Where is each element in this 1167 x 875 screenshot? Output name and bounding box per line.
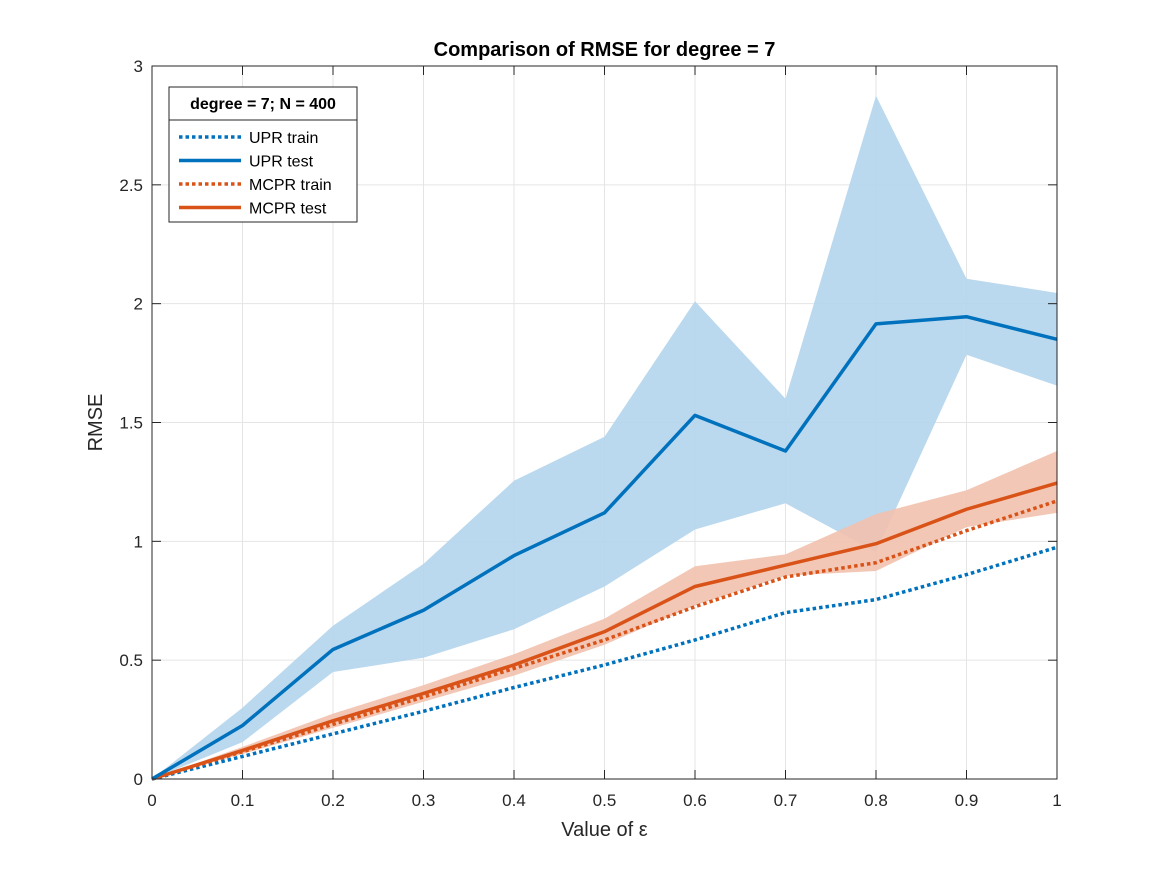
legend-title: degree = 7; N = 400 <box>190 96 336 113</box>
legend-item-label: UPR test <box>249 154 314 171</box>
y-tick-label: 1 <box>134 532 143 551</box>
x-tick-label: 0.7 <box>774 791 798 810</box>
x-tick-label: 0.1 <box>231 791 255 810</box>
y-tick-label: 2.5 <box>119 176 143 195</box>
y-tick-label: 1.5 <box>119 414 143 433</box>
confidence-bands <box>152 95 1057 780</box>
mcpr-test-line <box>151 481 1058 781</box>
y-axis-label: RMSE <box>85 394 107 452</box>
upr-test-band <box>152 95 1057 780</box>
x-tick-label: 0.3 <box>412 791 436 810</box>
legend-box <box>168 86 358 223</box>
x-tick-label: 0.8 <box>864 791 888 810</box>
y-tick-label: 2 <box>134 295 143 314</box>
legend-item-label: MCPR test <box>249 201 327 218</box>
y-tick-label: 3 <box>134 57 143 76</box>
tick-labels: 0 0.1 0.2 0.3 0.4 0.5 0.6 0.7 0.8 0.9 1 0 0.5 1 1.5 2 2.… <box>119 57 1061 810</box>
series-lines <box>151 314 1058 781</box>
mcpr-train-line <box>151 499 1058 781</box>
legend-item-label: UPR train <box>249 130 318 147</box>
legend: degree = 7; N = 400 UPR train UPR test MCP… <box>168 86 358 223</box>
x-axis-label: Value of ε <box>561 819 647 841</box>
x-tick-label: 0.6 <box>683 791 707 810</box>
upr-test-line <box>151 314 1058 781</box>
x-tick-label: 0.5 <box>593 791 617 810</box>
y-tick-label: 0.5 <box>119 651 143 670</box>
x-tick-label: 0 <box>147 791 156 810</box>
x-tick-label: 0.4 <box>502 791 526 810</box>
legend-items: UPR train UPR test MCPR train MCPR test <box>179 130 332 218</box>
x-tick-label: 1 <box>1052 791 1061 810</box>
legend-item-label: MCPR train <box>249 177 332 194</box>
x-tick-label: 0.2 <box>321 791 345 810</box>
chart-title: Comparison of RMSE for degree = 7 <box>434 39 776 61</box>
x-tick-label: 0.9 <box>955 791 979 810</box>
y-tick-label: 0 <box>134 770 143 789</box>
